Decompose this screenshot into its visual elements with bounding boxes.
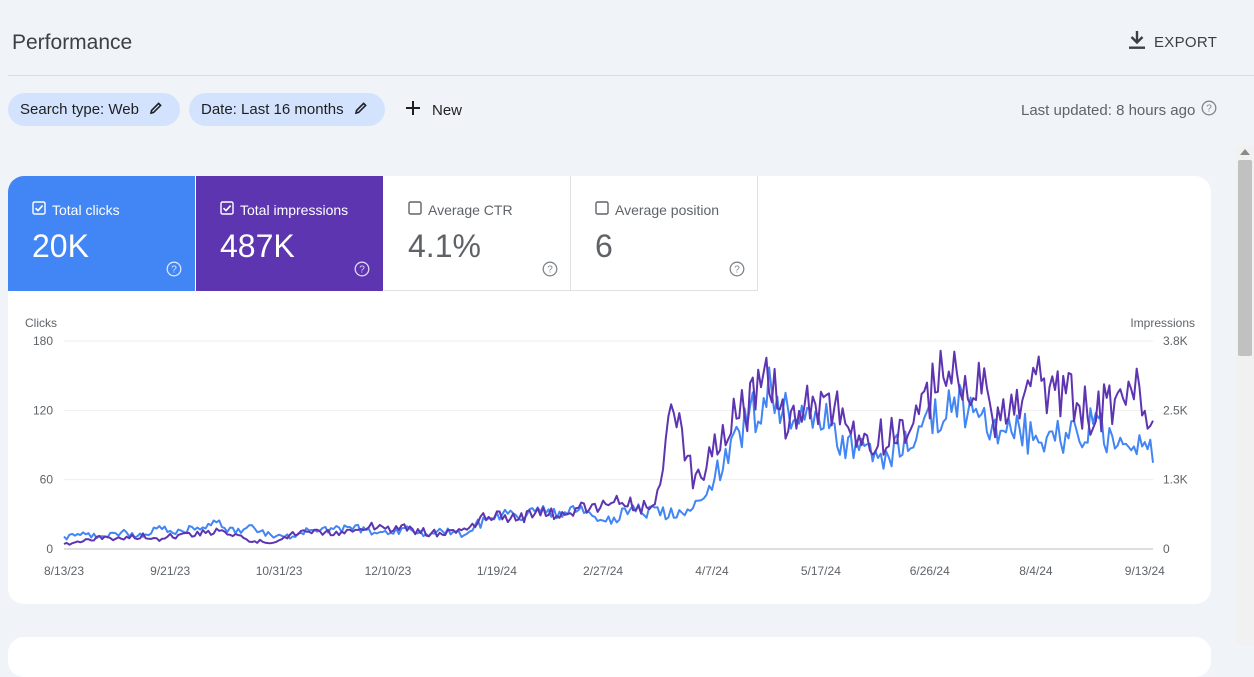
help-icon[interactable]: ? [542,261,558,282]
svg-text:?: ? [734,265,740,276]
metric-average-ctr[interactable]: Average CTR 4.1% ? [384,176,571,291]
left-axis-label: Clicks [25,316,57,330]
x-tick-label: 10/31/23 [256,564,303,578]
metric-label: Average CTR [428,201,513,218]
performance-chart: 180 3.8K 120 2.5K 60 1.3K 0 0 Clicks Impressions 8… [25,316,1195,578]
header: Performance EXPORT [0,0,1254,76]
right-tick-label: 0 [1163,542,1170,556]
secondary-card [8,637,1211,677]
x-tick-label: 8/13/23 [44,564,84,578]
metric-label: Total clicks [52,201,120,218]
metric-label: Total impressions [240,201,349,218]
new-filter-button[interactable]: New [404,97,462,123]
metric-label: Average position [615,201,720,218]
right-axis-label: Impressions [1130,316,1195,330]
left-tick-label: 120 [33,403,53,417]
last-updated: Last updated: 8 hours ago ? [1021,100,1217,120]
x-tick-label: 5/17/24 [801,564,841,578]
help-icon[interactable]: ? [729,261,745,282]
x-tick-label: 4/7/24 [695,564,729,578]
help-icon[interactable]: ? [354,261,370,282]
right-tick-label: 3.8K [1163,334,1188,348]
scrollbar-thumb[interactable] [1238,160,1252,356]
svg-text:?: ? [171,265,177,276]
checkbox-checked-icon[interactable] [220,201,234,218]
download-icon [1128,30,1146,55]
date-filter-chip[interactable]: Date: Last 16 months [189,93,385,126]
right-tick-label: 2.5K [1163,403,1188,417]
scroll-up-arrow-icon[interactable] [1240,149,1250,155]
header-divider [8,75,1254,76]
x-tick-label: 9/21/23 [150,564,190,578]
x-tick-label: 1/19/24 [477,564,517,578]
export-label: EXPORT [1154,34,1218,51]
metric-total-clicks[interactable]: Total clicks 20K ? [8,176,195,291]
metric-value: 4.1% [408,228,481,264]
edit-icon [149,101,163,119]
svg-text:?: ? [547,265,553,276]
search-type-filter-chip[interactable]: Search type: Web [8,93,180,126]
plus-icon [404,99,422,121]
metric-average-position[interactable]: Average position 6 ? [571,176,758,291]
x-tick-label: 8/4/24 [1019,564,1053,578]
page-title: Performance [12,31,133,54]
series-line-impressions [63,349,1154,546]
help-icon[interactable]: ? [166,261,182,282]
new-label: New [432,101,463,119]
date-label: Date: Last 16 months [201,101,344,118]
last-updated-text: Last updated: 8 hours ago [1021,101,1196,119]
help-icon[interactable]: ? [1201,100,1217,120]
search-type-label: Search type: Web [20,101,139,118]
left-tick-label: 0 [46,542,53,556]
series-line-clicks [63,366,1154,541]
metric-value: 6 [595,228,613,264]
svg-text:?: ? [1207,104,1213,115]
x-tick-label: 9/13/24 [1125,564,1165,578]
performance-card: Total clicks 20K ? Total impressions 487… [8,176,1211,604]
metric-value: 487K [220,228,295,264]
left-tick-label: 60 [40,473,54,487]
checkbox-checked-icon[interactable] [32,201,46,218]
checkbox-unchecked-icon[interactable] [595,201,609,218]
left-tick-label: 180 [33,334,53,348]
x-tick-label: 12/10/23 [365,564,412,578]
right-tick-label: 1.3K [1163,473,1188,487]
metric-value: 20K [32,228,89,264]
edit-icon [354,101,368,119]
x-tick-label: 6/26/24 [910,564,950,578]
export-button[interactable]: EXPORT [1128,30,1217,55]
metric-total-impressions[interactable]: Total impressions 487K ? [196,176,383,291]
checkbox-unchecked-icon[interactable] [408,201,422,218]
svg-text:?: ? [359,265,365,276]
x-tick-label: 2/27/24 [583,564,623,578]
